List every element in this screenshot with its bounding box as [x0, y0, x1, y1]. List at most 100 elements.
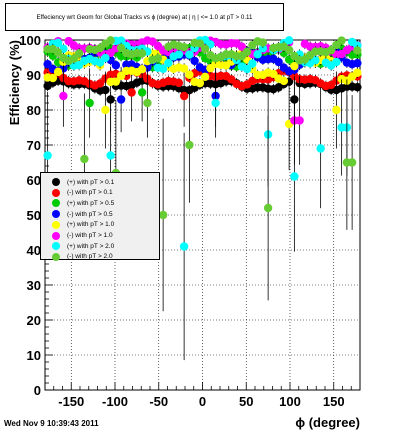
chart-legend: (+) with pT > 0.1 (-) with pT > 0.1 (+) wi…	[40, 172, 160, 262]
legend-item: (-) with pT > 0.1	[41, 188, 113, 198]
x-tick-label: 0	[199, 394, 206, 409]
data-point	[53, 67, 63, 77]
data-point	[353, 58, 362, 68]
y-tick-label: 80	[27, 103, 41, 118]
legend-marker	[52, 199, 60, 208]
data-point	[137, 49, 147, 58]
legend-item: (-) with pT > 2.0	[41, 252, 113, 262]
data-point	[174, 50, 184, 59]
y-tick-label: 90	[27, 68, 41, 83]
data-point	[337, 36, 346, 45]
data-point	[295, 116, 304, 125]
data-point	[274, 57, 283, 67]
data-point	[106, 36, 115, 45]
x-tick-label: 100	[279, 394, 301, 409]
data-point	[263, 203, 273, 213]
chart-title: Effeciency wrt Geom for Global Tracks vs…	[5, 3, 284, 31]
data-point	[284, 45, 294, 55]
legend-label: (-) with pT > 1.0	[67, 232, 113, 239]
data-point	[53, 48, 63, 57]
data-point	[179, 91, 189, 101]
data-point	[290, 172, 299, 181]
data-point	[195, 78, 205, 88]
data-point	[353, 46, 362, 55]
legend-marker	[52, 188, 60, 197]
data-point	[179, 64, 189, 73]
data-point	[211, 98, 220, 108]
data-point	[248, 59, 257, 68]
x-tick-label: -50	[149, 394, 168, 409]
data-point	[284, 36, 294, 45]
data-point	[101, 105, 110, 115]
legend-item: (-) with pT > 1.0	[41, 231, 113, 241]
data-point	[111, 61, 121, 70]
legend-item: (+) with pT > 0.5	[41, 198, 114, 208]
data-point	[80, 154, 89, 164]
x-tick-label: -150	[58, 394, 84, 409]
legend-marker	[52, 252, 60, 261]
data-point	[332, 105, 341, 115]
y-tick-label: 70	[27, 138, 41, 153]
data-point	[164, 58, 173, 68]
data-point	[185, 140, 194, 150]
data-point	[85, 98, 94, 108]
data-point	[59, 91, 68, 101]
legend-marker	[52, 242, 60, 251]
data-point	[179, 42, 189, 52]
data-point	[137, 64, 147, 74]
y-tick-label: 20	[27, 313, 41, 328]
legend-item: (-) with pT > 0.5	[41, 209, 113, 219]
data-point	[116, 36, 126, 45]
y-tick-label: 0	[34, 383, 41, 398]
data-point	[43, 59, 52, 69]
data-point	[101, 53, 110, 63]
legend-marker	[52, 178, 60, 186]
data-point	[158, 210, 168, 220]
data-point	[279, 76, 289, 86]
data-point	[143, 98, 152, 108]
data-point	[53, 38, 63, 48]
data-point	[69, 54, 79, 63]
data-point	[127, 88, 136, 97]
data-point	[137, 88, 147, 97]
data-point	[74, 49, 84, 58]
data-point	[43, 151, 52, 160]
data-point	[116, 43, 126, 53]
y-tick-label: 50	[27, 208, 41, 223]
data-point	[185, 50, 194, 59]
legend-marker	[52, 231, 60, 240]
x-tick-label: 50	[239, 394, 253, 409]
data-point	[190, 56, 199, 66]
data-point	[347, 158, 357, 167]
legend-item: (+) with pT > 0.1	[41, 177, 114, 187]
y-tick-label: 100	[19, 33, 41, 48]
y-tick-label: 60	[27, 173, 41, 188]
data-point	[253, 50, 262, 59]
data-point	[242, 64, 252, 74]
data-point	[111, 77, 121, 86]
data-point	[153, 54, 163, 63]
legend-label: (+) with pT > 0.5	[67, 199, 115, 207]
data-point	[174, 78, 184, 88]
y-tick-label: 10	[27, 348, 41, 363]
legend-item: (+) with pT > 2.0	[41, 241, 114, 251]
y-tick-label: 30	[27, 278, 41, 293]
data-point	[326, 45, 336, 55]
y-tick-label: 40	[27, 243, 41, 258]
data-point	[332, 57, 341, 67]
data-point	[195, 39, 205, 48]
data-point	[106, 151, 115, 160]
data-point	[242, 47, 252, 56]
data-point	[185, 70, 194, 79]
x-axis-title: ϕ (degree)	[295, 415, 360, 430]
legend-label: (-) with pT > 0.1	[67, 189, 113, 197]
x-tick-label: -100	[102, 394, 128, 409]
data-point	[200, 44, 210, 53]
legend-label: (+) with pT > 1.0	[67, 221, 115, 229]
legend-label: (+) with pT > 0.1	[67, 178, 115, 186]
data-point	[158, 64, 168, 74]
legend-label: (+) with pT > 2.0	[67, 242, 115, 250]
data-point	[290, 61, 299, 71]
data-point	[353, 68, 362, 77]
legend-marker	[52, 220, 60, 229]
